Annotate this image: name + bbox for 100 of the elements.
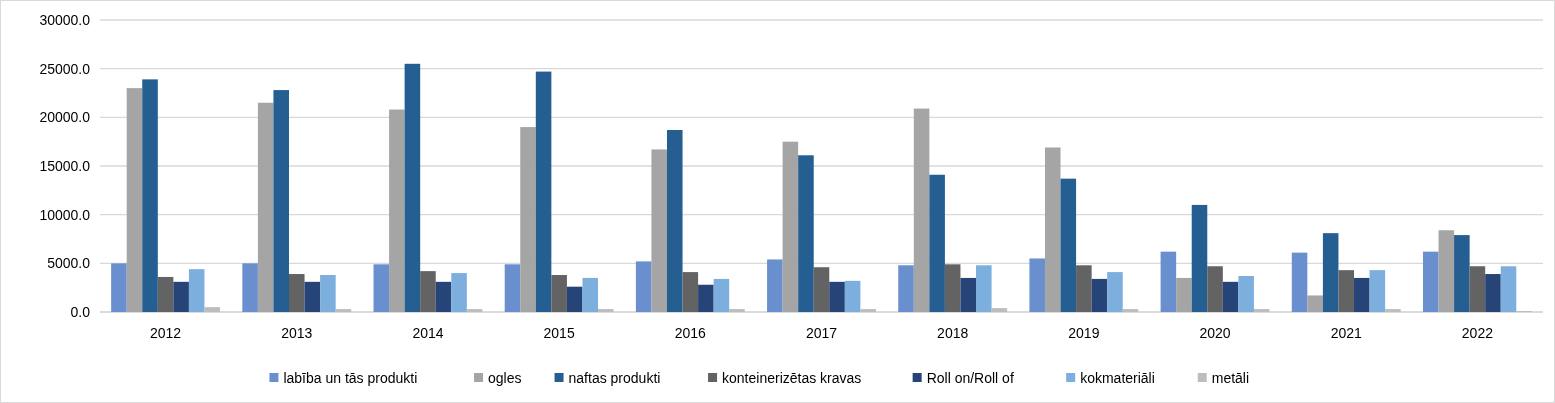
bar bbox=[782, 141, 799, 312]
bar bbox=[1307, 295, 1323, 312]
bar bbox=[798, 155, 814, 312]
bar bbox=[1354, 277, 1370, 312]
bar bbox=[682, 272, 699, 312]
bar bbox=[504, 264, 521, 312]
bar bbox=[1485, 274, 1501, 312]
bar bbox=[1338, 270, 1354, 312]
bar bbox=[204, 307, 221, 312]
bar bbox=[257, 102, 274, 312]
bar bbox=[404, 63, 421, 312]
bar bbox=[520, 127, 536, 312]
x-tick-label: 2019 bbox=[1068, 325, 1100, 341]
y-tick-label: 5000.0 bbox=[47, 255, 91, 272]
bar bbox=[566, 286, 583, 312]
x-tick-label: 2017 bbox=[805, 325, 838, 341]
legend-label: kokmateriāli bbox=[1080, 369, 1155, 386]
legend-label: labība un tās produkti bbox=[283, 369, 418, 386]
bar bbox=[126, 88, 143, 312]
bar bbox=[435, 281, 452, 312]
bar bbox=[1238, 275, 1254, 312]
y-tick-label: 20000.0 bbox=[39, 109, 91, 126]
bar bbox=[976, 265, 992, 312]
y-tick-label: 15000.0 bbox=[39, 157, 91, 174]
bar bbox=[451, 273, 467, 312]
bar bbox=[420, 271, 436, 312]
bar bbox=[1191, 204, 1208, 312]
bar bbox=[1176, 277, 1192, 312]
bar bbox=[829, 281, 845, 312]
bar bbox=[173, 281, 189, 312]
bar bbox=[1369, 270, 1386, 312]
bar bbox=[1107, 272, 1123, 312]
bar bbox=[698, 284, 714, 312]
bar bbox=[304, 281, 321, 312]
y-tick-label: 0.0 bbox=[70, 303, 91, 320]
bar bbox=[551, 275, 567, 312]
bar bbox=[929, 174, 945, 312]
bar bbox=[1122, 309, 1139, 312]
bar bbox=[1029, 258, 1045, 312]
bar bbox=[1500, 266, 1517, 312]
bar bbox=[1291, 252, 1308, 312]
bar bbox=[466, 309, 483, 312]
bar bbox=[844, 280, 861, 312]
legend-label: metāli bbox=[1211, 369, 1250, 386]
bar bbox=[157, 276, 174, 312]
y-tick-label: 10000.0 bbox=[39, 206, 91, 223]
bar bbox=[1385, 309, 1401, 312]
bar bbox=[1076, 265, 1092, 312]
bar bbox=[273, 90, 289, 312]
bar bbox=[767, 259, 783, 312]
bar bbox=[582, 277, 599, 312]
bar bbox=[335, 309, 352, 312]
bar bbox=[944, 264, 961, 312]
bar bbox=[142, 79, 158, 312]
bar bbox=[651, 149, 667, 312]
y-tick-label: 30000.0 bbox=[39, 11, 91, 28]
bar bbox=[1469, 266, 1486, 312]
bar bbox=[1222, 281, 1239, 312]
bar bbox=[1422, 251, 1439, 312]
bar bbox=[242, 263, 258, 312]
x-tick-label: 2015 bbox=[543, 325, 575, 341]
bar bbox=[111, 263, 127, 312]
bar bbox=[666, 129, 683, 312]
x-tick-label: 2013 bbox=[281, 325, 313, 341]
x-tick-label: 2022 bbox=[1461, 325, 1494, 341]
bar bbox=[535, 71, 552, 312]
bar bbox=[898, 265, 914, 312]
bar bbox=[860, 309, 876, 312]
bar bbox=[320, 275, 336, 312]
bar bbox=[635, 261, 652, 312]
bar bbox=[1253, 309, 1270, 312]
bar bbox=[1438, 230, 1455, 312]
x-tick-label: 2014 bbox=[412, 325, 444, 341]
y-tick-label: 25000.0 bbox=[39, 60, 91, 77]
x-tick-label: 2012 bbox=[150, 325, 182, 341]
bar bbox=[289, 274, 305, 312]
bar bbox=[713, 278, 730, 312]
legend-label: Roll on/Roll of bbox=[926, 369, 1014, 386]
legend-label: ogles bbox=[488, 369, 522, 386]
bar bbox=[1044, 147, 1061, 312]
x-tick-label: 2021 bbox=[1330, 325, 1363, 341]
bar bbox=[1160, 251, 1177, 312]
x-tick-label: 2016 bbox=[674, 325, 707, 341]
bar bbox=[1454, 235, 1470, 312]
bar bbox=[373, 264, 390, 312]
bar bbox=[1322, 233, 1339, 312]
bar bbox=[960, 277, 977, 312]
bar bbox=[598, 309, 614, 312]
bar bbox=[1060, 178, 1077, 312]
bar bbox=[188, 269, 205, 312]
x-tick-label: 2018 bbox=[937, 325, 969, 341]
bar bbox=[729, 309, 745, 312]
legend-label: naftas produkti bbox=[568, 369, 661, 386]
bar bbox=[913, 108, 930, 312]
bar bbox=[1091, 278, 1108, 312]
bar bbox=[1207, 266, 1223, 312]
bar bbox=[813, 267, 830, 312]
bar bbox=[991, 308, 1008, 312]
bar bbox=[389, 109, 405, 312]
legend-label: konteinerizētas kravas bbox=[722, 369, 862, 386]
